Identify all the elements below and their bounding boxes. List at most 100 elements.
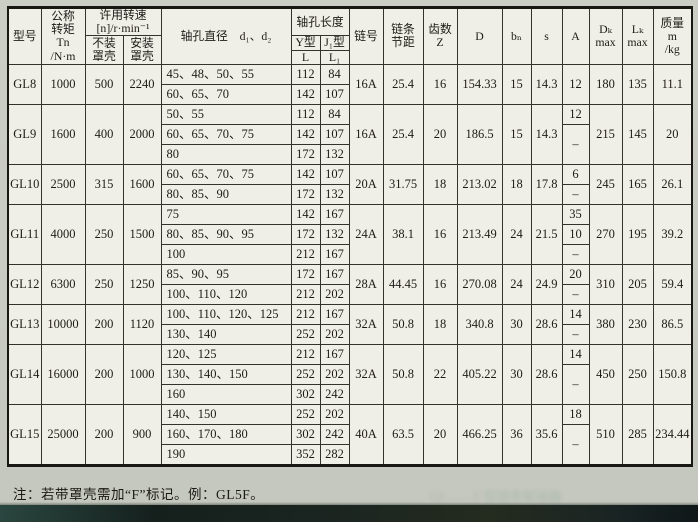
teeth-cell: 16 [422,203,458,265]
table-row: GL13 10000 200 1120 100、110、120、125 212 167 32A… [7,303,693,345]
Dk-max-cell: 270 [588,203,623,265]
Dk-max-cell: 180 [588,63,623,105]
s-cell: 35.6 [530,403,563,466]
s-cell: 28.6 [530,343,563,405]
header-D: D [456,7,503,65]
A-cell: – [561,283,590,305]
Dk-max-cell: 245 [588,163,623,205]
length-L1-cell: 167 [319,303,350,325]
speed-open-cell: 250 [84,263,124,305]
table-row: 130、140 252 202 – [8,323,692,345]
length-L1-cell: 132 [319,223,350,245]
bn-cell: 36 [501,403,532,466]
speed-cover-cell: 1500 [122,203,162,265]
A-cell: – [561,123,590,165]
chain-no-cell: 16A [348,103,384,165]
length-L-cell: 212 [290,283,321,305]
A-cell: 35 [561,203,590,225]
header-row-3: L L₁ [8,49,692,65]
Dk-max-cell: 380 [588,303,623,345]
A-cell: – [561,423,590,466]
bore-diameters-cell: 75 [160,203,292,225]
header-Dk-max: Dₖ max [588,7,623,65]
teeth-cell: 18 [422,163,458,205]
header-speed-open: 不装 罩壳 [84,35,124,65]
table-row: 100 212 167 – [8,243,692,265]
bore-diameters-cell: 100、110、120 [160,283,292,305]
Lk-max-cell: 135 [621,63,654,105]
D-cell: 466.25 [456,403,503,466]
length-L-cell: 142 [290,83,321,105]
teeth-cell: 16 [422,263,458,305]
speed-cover-cell: 1000 [122,343,162,405]
bore-diameters-cell: 80、85、90 [160,183,292,205]
D-cell: 405.22 [456,343,503,405]
length-L-cell: 352 [290,443,321,466]
A-cell: 14 [561,303,590,325]
table-row: 80、85、90、95 172 132 10 [8,223,692,245]
header-A: A [561,7,590,65]
pitch-cell: 25.4 [382,103,424,165]
bore-diameters-cell: 50、55 [160,103,292,125]
length-L-cell: 172 [290,143,321,165]
length-L-cell: 252 [290,403,321,425]
length-L1-cell: 107 [319,83,350,105]
mass-cell: 234.44 [652,403,693,466]
length-L-cell: 172 [290,223,321,245]
chain-no-cell: 32A [348,343,384,405]
speed-cover-cell: 2000 [122,103,162,165]
scan-edge-shadow [0,502,698,505]
pitch-cell: 63.5 [382,403,424,466]
length-L-cell: 212 [290,343,321,365]
length-L-cell: 142 [290,203,321,225]
A-cell: – [561,323,590,345]
teeth-cell: 20 [422,103,458,165]
mass-cell: 20 [652,103,693,165]
footnote: 注：若带罩壳需加“F”标记。例：GL5F。 [13,487,265,502]
A-cell: – [561,243,590,265]
bore-diameters-cell: 85、90、95 [160,263,292,285]
header-speed-cover: 安装 罩壳 [122,35,162,65]
mass-cell: 11.1 [652,63,693,105]
teeth-cell: 22 [422,343,458,405]
bore-diameters-cell: 60、65、70 [160,83,292,105]
chain-no-cell: 32A [348,303,384,345]
D-cell: 340.8 [456,303,503,345]
speed-cover-cell: 2240 [122,63,162,105]
table-row: 80 172 132 [8,143,692,165]
bn-cell: 24 [501,203,532,265]
length-L-cell: 172 [290,263,321,285]
speed-open-cell: 200 [84,343,124,405]
torque-cell: 16000 [40,343,86,405]
A-cell: – [561,363,590,405]
header-speed-group: 许用转速 [n]/r·min⁻¹ [84,6,162,37]
chain-no-cell: 24A [348,203,384,265]
bn-cell: 24 [501,263,532,305]
pitch-cell: 50.8 [382,343,424,405]
length-L1-cell: 167 [319,263,350,285]
model-cell: GL11 [7,203,42,265]
length-L-cell: 142 [290,163,321,185]
bn-cell: 15 [501,63,532,105]
header-Lk-max: Lₖ max [621,7,654,65]
header-bore-diameter: 轴孔直径 d₁、d₂ [160,7,292,65]
mass-cell: 59.4 [652,263,693,305]
table-header: 型号 公称 转矩 Tn /N·m 许用转速 [n]/r·min⁻¹ 轴孔直径 d… [7,6,693,65]
length-L1-cell: 167 [319,343,350,365]
chain-no-cell: 40A [348,403,384,466]
header-teeth: 齿数 Z [422,7,458,65]
bore-diameters-cell: 60、65、70、75 [160,123,292,145]
header-pitch: 链条 节距 [382,7,424,65]
pitch-cell: 44.45 [382,263,424,305]
Lk-max-cell: 165 [621,163,654,205]
speed-open-cell: 500 [84,63,124,105]
speed-cover-cell: 900 [122,403,162,466]
table-row: GL14 16000 200 1000 120、125 212 167 32A 50.8 22 40… [7,343,693,405]
torque-cell: 4000 [40,203,86,265]
Lk-max-cell: 250 [621,343,654,405]
Lk-max-cell: 195 [621,203,654,265]
D-cell: 213.02 [456,163,503,205]
bn-cell: 15 [501,103,532,165]
length-L-cell: 302 [290,423,321,445]
length-L-cell: 212 [290,243,321,265]
